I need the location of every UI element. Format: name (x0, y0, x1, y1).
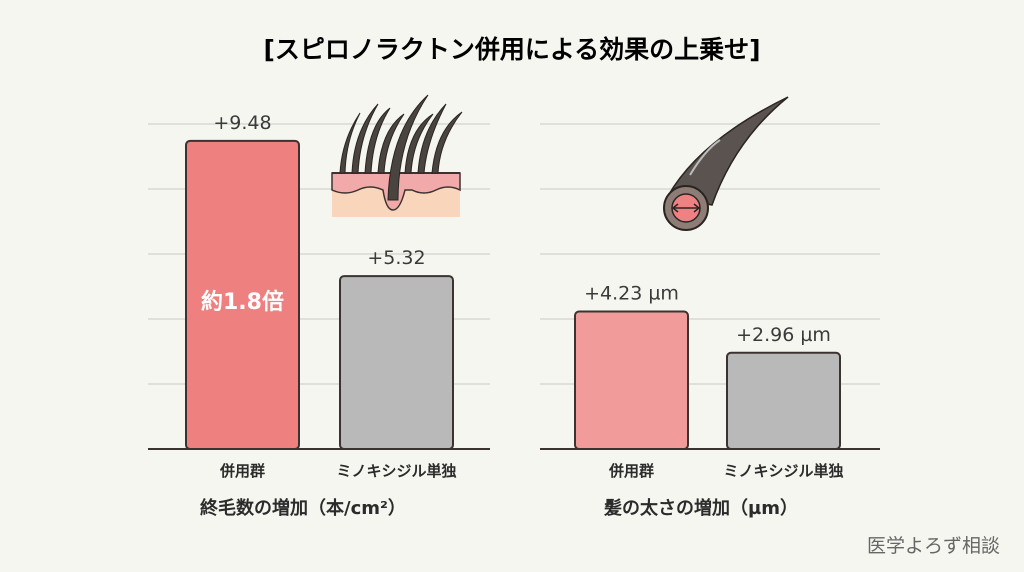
x-axis-title: 髪の太さの増加（µm） (603, 497, 798, 519)
value-label: +9.48 (213, 112, 271, 134)
bar-combined (574, 310, 689, 450)
hair-follicle-icon (331, 94, 463, 217)
category-label: ミノキシジル単独 (723, 462, 843, 480)
bar-minoxidil-only (339, 275, 454, 450)
category-label: 併用群 (608, 462, 654, 480)
bar-minoxidil-only (726, 351, 841, 450)
category-label: 併用群 (219, 462, 265, 480)
x-axis-title: 終毛数の増加（本/cm²） (200, 497, 406, 519)
value-label: +2.96 µm (736, 324, 831, 346)
hair-cross-section-icon (663, 96, 789, 231)
chart-title: [スピロノラクトン併用による効果の上乗せ] (263, 35, 760, 64)
value-label: +5.32 (367, 247, 425, 269)
value-label: +4.23 µm (584, 283, 679, 305)
watermark: 医学よろず相談 (867, 535, 1000, 557)
ratio-annotation: 約1.8倍 (201, 289, 284, 315)
category-label: ミノキシジル単独 (336, 462, 456, 480)
